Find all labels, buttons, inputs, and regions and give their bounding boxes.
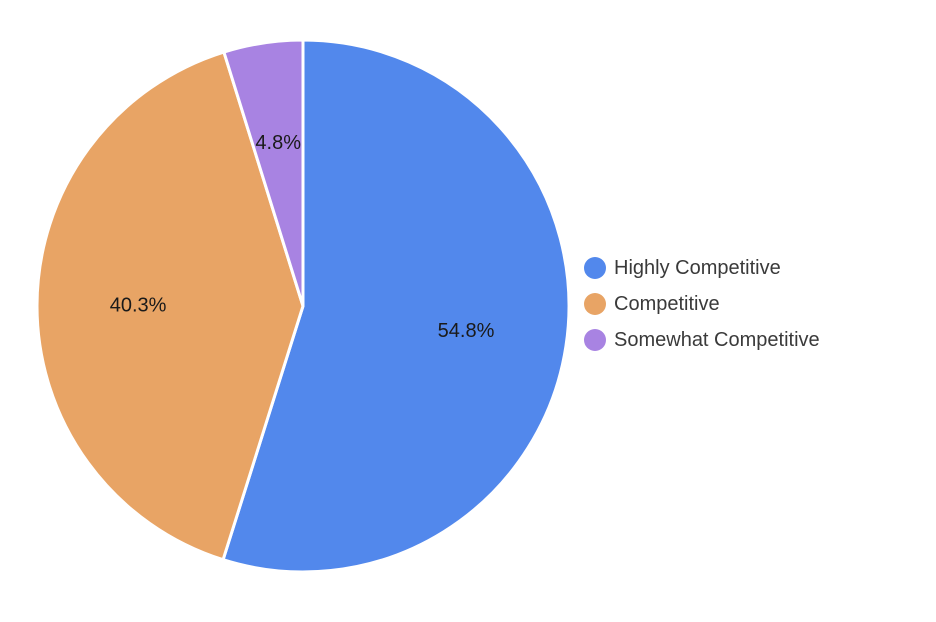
slice-label-highly-competitive: 54.8%: [438, 320, 495, 342]
legend-item-somewhat-competitive[interactable]: Somewhat Competitive: [584, 329, 820, 351]
legend-swatch: [584, 257, 606, 279]
legend-swatch: [584, 329, 606, 351]
legend: Highly Competitive Competitive Somewhat Co…: [584, 257, 820, 351]
slice-labels: 54.8% 40.3% 4.8%: [110, 132, 495, 342]
slice-label-competitive: 40.3%: [110, 295, 167, 317]
pie-slice-somewhat-competitive[interactable]: [222, 38, 305, 308]
legend-label: Somewhat Competitive: [614, 329, 820, 351]
legend-label: Highly Competitive: [614, 257, 781, 279]
legend-item-highly-competitive[interactable]: Highly Competitive: [584, 257, 781, 279]
pie-slice-highly-competitive[interactable]: [221, 38, 571, 574]
legend-item-competitive[interactable]: Competitive: [584, 293, 720, 315]
legend-swatch: [584, 293, 606, 315]
pie-slice-competitive[interactable]: [35, 50, 305, 562]
pie-slices: [35, 38, 571, 574]
legend-label: Competitive: [614, 293, 720, 315]
slice-label-somewhat-competitive: 4.8%: [255, 132, 301, 154]
